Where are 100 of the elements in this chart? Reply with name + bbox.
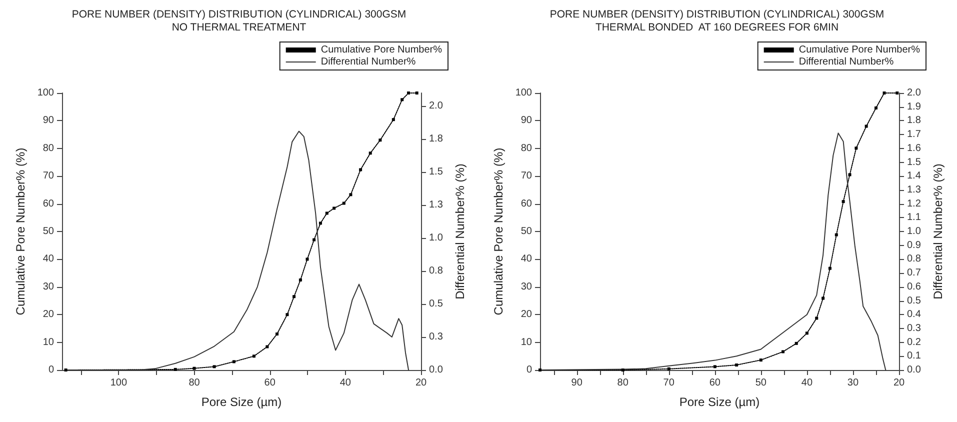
point — [882, 92, 886, 94]
y2-tick-label: 1.0 — [429, 232, 444, 244]
point — [834, 233, 838, 236]
point — [232, 360, 236, 364]
y2-tick-label: 2.0 — [907, 88, 922, 98]
x-tick-label: 60 — [709, 378, 721, 388]
y-tick-label: 10 — [520, 336, 532, 348]
y2-axis-title: Differential Number% (%) — [930, 164, 945, 300]
y-tick-label: 60 — [42, 198, 54, 210]
point — [842, 200, 845, 204]
point — [192, 366, 196, 370]
point — [407, 92, 410, 94]
y-axis-title: Cumulative Pore Number% (%) — [13, 148, 28, 316]
y2-tick-label: 1.7 — [907, 129, 922, 140]
point — [621, 368, 624, 372]
y-tick-label: 70 — [520, 170, 532, 182]
y-tick-label: 30 — [520, 281, 532, 292]
point — [415, 92, 418, 94]
x-tick-label: 90 — [571, 378, 583, 388]
y2-tick-label: 0.8 — [429, 266, 444, 277]
x-tick-label: 50 — [755, 378, 767, 388]
point — [896, 92, 899, 94]
chart-title: PORE NUMBER (DENSITY) DISTRIBUTION (CYLINDRICAL) 300GSM — [72, 8, 406, 20]
point — [848, 173, 852, 176]
y2-tick-label: 1.8 — [907, 115, 922, 126]
x-tick-label: 40 — [340, 378, 352, 388]
point — [325, 212, 328, 215]
y2-tick-label: 1.5 — [429, 166, 444, 178]
point — [252, 354, 256, 358]
y2-tick-label: 1.4 — [907, 170, 922, 182]
point — [822, 296, 825, 300]
point — [212, 365, 216, 368]
point — [805, 332, 808, 335]
y2-tick-label: 0.5 — [429, 298, 444, 310]
y2-tick-label: 1.6 — [907, 142, 922, 154]
line-series — [65, 130, 410, 370]
y2-tick-label: 0.8 — [907, 254, 922, 265]
y2-tick-label: 1.1 — [907, 212, 922, 224]
point — [794, 342, 798, 345]
y2-tick-label: 1.9 — [907, 101, 922, 112]
y2-tick-label: 0.1 — [907, 350, 922, 362]
y2-tick-label: 1.3 — [429, 200, 444, 211]
legend-label: Differential Number% — [798, 56, 894, 68]
point — [359, 168, 362, 172]
y-tick-label: 40 — [42, 254, 54, 265]
point — [318, 222, 322, 225]
x-tick-label: 20 — [415, 378, 427, 388]
chart-subtitle: THERMAL BONDED AT 160 DEGREES FOR 6MIN — [595, 22, 839, 34]
point — [342, 202, 346, 205]
point — [266, 345, 269, 348]
y-tick-label: 20 — [520, 309, 532, 320]
y-axis-title: Cumulative Pore Number% (%) — [491, 148, 506, 316]
y2-tick-label: 0.9 — [907, 240, 922, 251]
y2-tick-label: 0.3 — [429, 332, 444, 343]
point — [349, 193, 352, 196]
line-series — [540, 132, 886, 370]
y2-tick-label: 1.5 — [907, 156, 922, 168]
x-tick-label: 60 — [264, 378, 276, 388]
point — [864, 124, 868, 128]
x-tick-label: 40 — [801, 378, 813, 388]
point — [713, 365, 716, 368]
point — [292, 295, 296, 298]
point — [332, 206, 336, 210]
x-tick-label: 80 — [617, 378, 629, 388]
y-tick-label: 40 — [520, 254, 532, 265]
x-tick-label: 100 — [110, 378, 128, 388]
point — [854, 146, 858, 150]
y2-tick-label: 1.2 — [907, 198, 922, 210]
y-tick-label: 10 — [42, 336, 54, 348]
x-tick-label: 20 — [893, 378, 905, 388]
point — [735, 364, 738, 367]
y-tick-label: 60 — [520, 198, 532, 210]
y-tick-label: 90 — [42, 115, 54, 126]
y2-tick-label: 0.5 — [907, 295, 922, 306]
point — [815, 316, 818, 320]
legend-label: Cumulative Pore Number% — [320, 44, 442, 56]
point — [782, 350, 785, 354]
y-tick-label: 70 — [42, 170, 54, 182]
point — [828, 266, 832, 270]
y2-axis-title: Differential Number% (%) — [452, 164, 467, 300]
y2-tick-label: 1.0 — [907, 226, 922, 237]
y2-tick-label: 2.0 — [429, 100, 444, 112]
y2-tick-label: 0.0 — [907, 364, 922, 376]
point — [298, 278, 302, 282]
point — [64, 368, 68, 372]
y-tick-label: 80 — [42, 142, 54, 154]
y-tick-label: 20 — [42, 309, 54, 320]
point — [286, 313, 289, 316]
y2-tick-label: 0.3 — [907, 322, 922, 334]
point — [538, 368, 542, 372]
y2-tick-label: 1.3 — [907, 184, 922, 196]
y-tick-label: 90 — [520, 115, 532, 126]
y-tick-label: 50 — [520, 226, 532, 237]
point — [874, 106, 878, 110]
y-tick-label: 100 — [515, 88, 532, 98]
x-tick-label: 30 — [847, 378, 859, 388]
x-axis-title: Pore Size (µm) — [201, 395, 282, 409]
x-tick-label: 80 — [188, 378, 200, 388]
y-tick-label: 30 — [42, 281, 54, 292]
y2-tick-label: 0.4 — [907, 309, 922, 320]
